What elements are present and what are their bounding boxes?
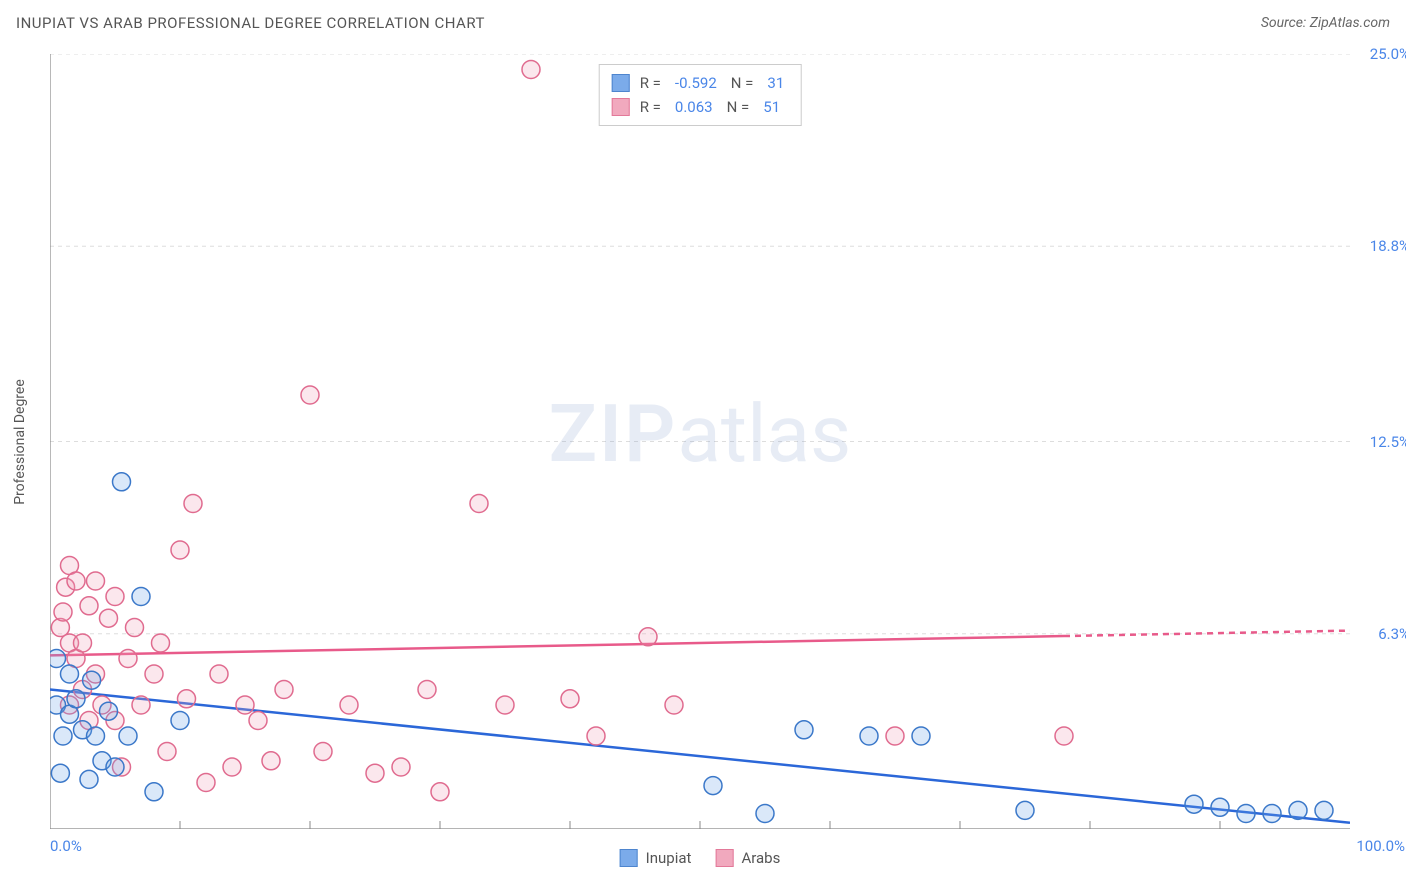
chart-title: INUPIAT VS ARAB PROFESSIONAL DEGREE CORR…: [16, 14, 485, 32]
legend-label-arabs: Arabs: [741, 849, 780, 867]
legend-swatch-arabs: [715, 849, 733, 867]
legend-item-inupiat: Inupiat: [620, 849, 692, 867]
stat-n-label: N =: [731, 71, 754, 95]
statistics-legend: R = -0.592 N = 31 R = 0.063 N = 51: [599, 64, 802, 126]
y-axis-title: Professional Degree: [12, 379, 28, 505]
swatch-inupiat: [612, 74, 630, 92]
correlation-chart: Professional Degree ZIPatlas R = -0.592 …: [50, 54, 1350, 829]
stats-row-arabs: R = 0.063 N = 51: [612, 95, 789, 119]
y-tick-label: 12.5%: [1370, 433, 1406, 451]
y-tick-label: 6.3%: [1378, 625, 1406, 643]
source-attribution: Source: ZipAtlas.com: [1261, 15, 1390, 31]
stat-r-arabs: 0.063: [671, 95, 717, 119]
chart-header: INUPIAT VS ARAB PROFESSIONAL DEGREE CORR…: [16, 14, 1390, 32]
y-tick-label: 25.0%: [1370, 45, 1406, 63]
stat-n-label-2: N =: [727, 95, 750, 119]
stats-row-inupiat: R = -0.592 N = 31: [612, 71, 789, 95]
stat-r-inupiat: -0.592: [671, 71, 721, 95]
stat-n-arabs: 51: [759, 95, 784, 119]
y-tick-label: 18.8%: [1370, 237, 1406, 255]
stat-r-label: R =: [640, 71, 661, 95]
legend-item-arabs: Arabs: [715, 849, 780, 867]
legend-swatch-inupiat: [620, 849, 638, 867]
legend-label-inupiat: Inupiat: [646, 849, 692, 867]
stat-r-label-2: R =: [640, 95, 661, 119]
series-legend: Inupiat Arabs: [620, 849, 781, 867]
chart-plot-area: [50, 54, 1350, 829]
x-tick-label: 0.0%: [50, 837, 82, 855]
source-label: Source:: [1261, 15, 1310, 31]
x-tick-label: 100.0%: [1356, 837, 1405, 855]
swatch-arabs: [612, 98, 630, 116]
stat-n-inupiat: 31: [763, 71, 788, 95]
source-value: ZipAtlas.com: [1310, 15, 1390, 31]
